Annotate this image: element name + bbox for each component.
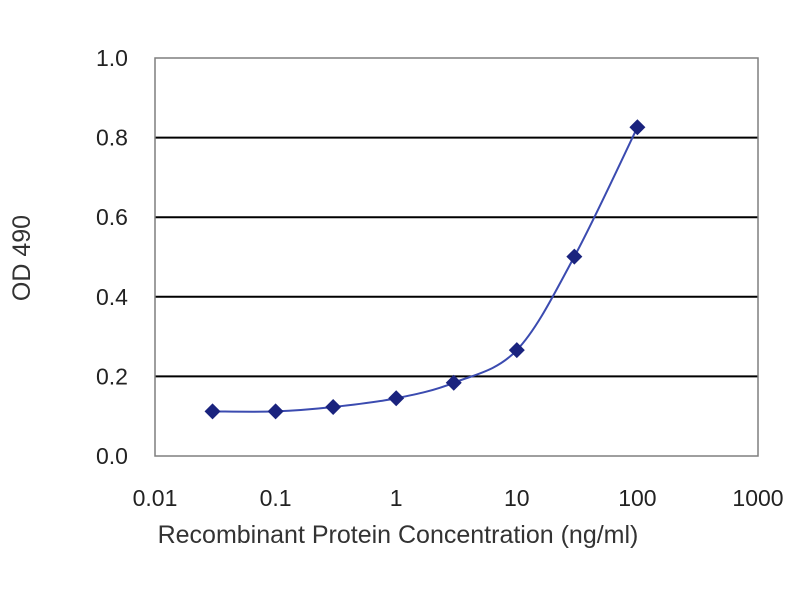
data-point-marker (566, 248, 583, 265)
data-point-marker (204, 403, 221, 420)
y-tick-label: 0.6 (96, 204, 128, 230)
x-tick-label: 10 (504, 485, 530, 511)
data-point-marker (508, 342, 525, 359)
data-point-marker (267, 403, 284, 420)
gridlines (155, 136, 758, 378)
x-tick-label: 1 (390, 485, 403, 511)
plot-frame (154, 57, 759, 457)
data-series (204, 119, 646, 420)
x-tick-label: 0.01 (133, 485, 178, 511)
frame-border (154, 57, 759, 457)
data-point-marker (325, 399, 342, 416)
y-tick-label: 1.0 (96, 45, 128, 71)
y-tick-label: 0.8 (96, 125, 128, 151)
data-point-marker (388, 390, 405, 407)
y-tick-label: 0.4 (96, 284, 128, 310)
plot-background (155, 58, 758, 456)
x-tick-label: 100 (618, 485, 656, 511)
data-point-marker (629, 119, 646, 136)
x-tick-label: 0.1 (260, 485, 292, 511)
plot-area (155, 58, 758, 456)
y-tick-label: 0.0 (96, 443, 128, 469)
data-point-marker (445, 374, 462, 391)
y-tick-label: 0.2 (96, 363, 128, 389)
tick-labels: 0.0 0.2 0.4 0.6 0.8 1.0 0.01 0.1 1 10 100 1000 (96, 45, 784, 511)
x-tick-label: 1000 (732, 485, 783, 511)
y-axis-title: OD 490 (8, 215, 36, 301)
x-axis-title: Recombinant Protein Concentration (ng/ml… (158, 521, 639, 549)
